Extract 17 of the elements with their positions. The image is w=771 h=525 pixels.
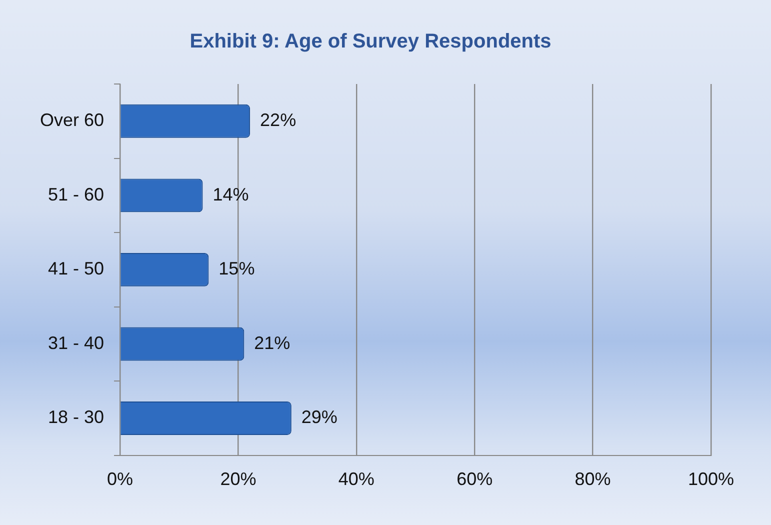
x-tick-label: 100% (688, 469, 734, 490)
data-label: 21% (254, 332, 290, 353)
x-tick-label: 20% (220, 469, 256, 490)
data-label: 14% (212, 184, 249, 204)
data-label: 22% (260, 110, 296, 130)
data-label: 15% (218, 258, 255, 279)
chart-title: Exhibit 9: Age of Survey Respondents (190, 30, 552, 53)
x-tick-label: 40% (338, 469, 374, 490)
y-tick-label: 18 - 30 (48, 407, 104, 428)
x-tick-label: 0% (107, 469, 134, 490)
x-tick-label: 80% (574, 469, 611, 490)
y-tick-label: 31 - 40 (48, 332, 104, 353)
data-label: 29% (301, 407, 338, 428)
x-tick-label: 60% (456, 469, 493, 490)
y-tick-label: Over 60 (40, 110, 104, 130)
y-tick-label: 51 - 60 (48, 184, 104, 204)
y-tick-label: 41 - 50 (48, 258, 104, 279)
